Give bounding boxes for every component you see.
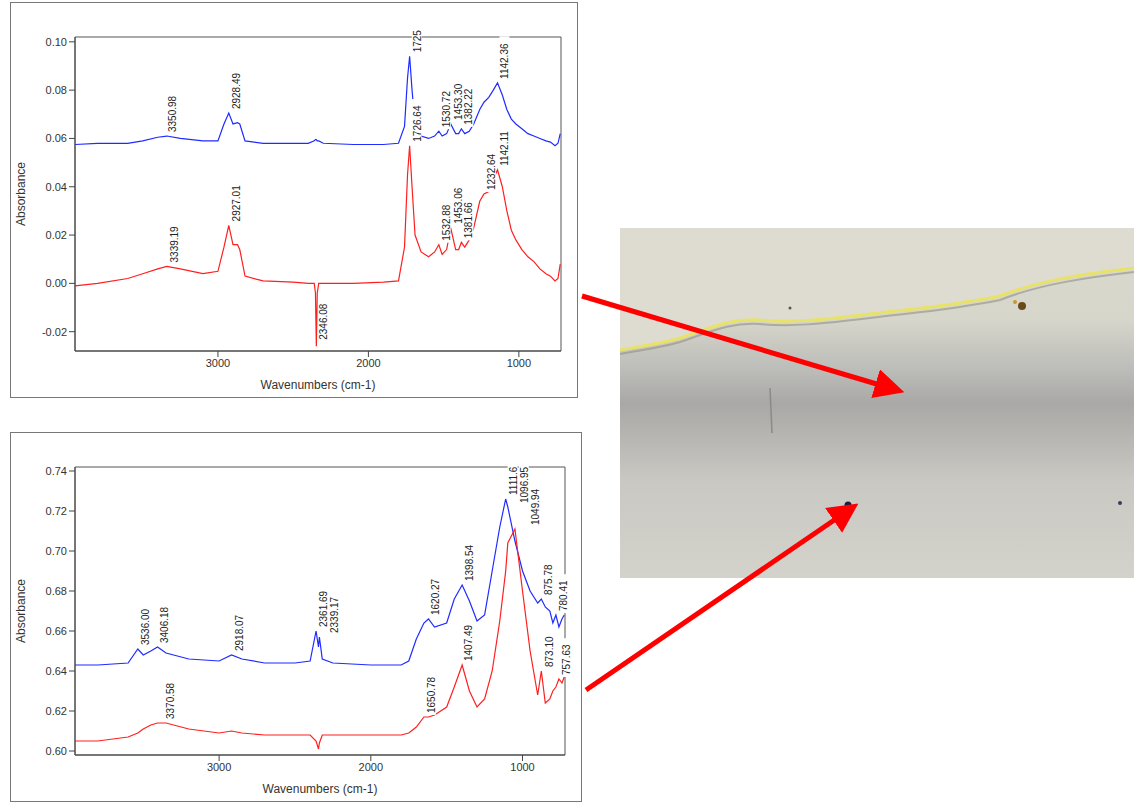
svg-text:1000: 1000 [510, 761, 534, 773]
svg-text:0.70: 0.70 [46, 545, 67, 557]
svg-text:1398.54: 1398.54 [464, 544, 475, 581]
svg-text:1232.64: 1232.64 [486, 153, 497, 190]
svg-text:1453.06: 1453.06 [453, 187, 464, 224]
svg-text:875.78: 875.78 [543, 564, 554, 595]
svg-text:1407.49: 1407.49 [463, 624, 474, 661]
svg-text:2927.01: 2927.01 [231, 185, 242, 222]
svg-text:3406.18: 3406.18 [159, 606, 170, 643]
svg-text:Absorbance: Absorbance [14, 579, 28, 643]
svg-text:0.66: 0.66 [46, 625, 67, 637]
svg-text:3339.19: 3339.19 [169, 226, 180, 263]
svg-text:0.08: 0.08 [46, 84, 67, 96]
svg-text:873.10: 873.10 [544, 636, 555, 667]
svg-text:2000: 2000 [356, 357, 380, 369]
svg-text:0.10: 0.10 [46, 36, 67, 48]
svg-text:1620.27: 1620.27 [430, 578, 441, 615]
svg-text:1382.22: 1382.22 [463, 88, 474, 125]
svg-text:0.74: 0.74 [46, 465, 67, 477]
svg-text:3000: 3000 [207, 761, 231, 773]
svg-text:0.72: 0.72 [46, 505, 67, 517]
svg-text:1142.11: 1142.11 [499, 131, 510, 166]
svg-text:0.04: 0.04 [46, 181, 67, 193]
svg-text:0.62: 0.62 [46, 705, 67, 717]
svg-text:2346.08: 2346.08 [318, 303, 329, 340]
svg-text:Absorbance: Absorbance [14, 162, 28, 226]
svg-text:1726.64: 1726.64 [412, 105, 423, 142]
svg-text:2339.17: 2339.17 [329, 596, 340, 633]
svg-text:0.60: 0.60 [46, 745, 67, 757]
svg-text:780.41: 780.41 [558, 580, 569, 611]
svg-text:0.68: 0.68 [46, 585, 67, 597]
svg-text:0.02: 0.02 [46, 229, 67, 241]
svg-text:Wavenumbers (cm-1): Wavenumbers (cm-1) [263, 782, 378, 796]
svg-text:-0.02: -0.02 [42, 326, 67, 338]
svg-text:1111.6: 1111.6 [508, 466, 519, 495]
svg-text:0.64: 0.64 [46, 665, 67, 677]
svg-text:3350.98: 3350.98 [167, 95, 178, 132]
svg-text:1142.36: 1142.36 [499, 43, 510, 79]
svg-text:1530.72: 1530.72 [441, 91, 452, 128]
svg-text:2000: 2000 [359, 761, 383, 773]
svg-text:2928.49: 2928.49 [231, 72, 242, 109]
svg-text:1453.30: 1453.30 [453, 83, 464, 120]
svg-text:3370.58: 3370.58 [165, 682, 176, 719]
svg-text:1532.88: 1532.88 [441, 204, 452, 241]
svg-text:1000: 1000 [507, 357, 531, 369]
svg-text:3000: 3000 [206, 357, 230, 369]
svg-text:0.06: 0.06 [46, 132, 67, 144]
svg-text:Wavenumbers (cm-1): Wavenumbers (cm-1) [261, 378, 376, 392]
svg-text:1725: 1725 [412, 30, 423, 53]
svg-text:2918.07: 2918.07 [234, 614, 245, 651]
svg-text:1650.78: 1650.78 [426, 676, 437, 713]
svg-text:0.00: 0.00 [46, 277, 67, 289]
svg-text:2361.69: 2361.69 [318, 590, 329, 627]
svg-text:1096.95: 1096.95 [519, 466, 530, 503]
svg-text:757.63: 757.63 [561, 644, 572, 675]
svg-text:1049.94: 1049.94 [530, 488, 541, 525]
svg-text:1381.66: 1381.66 [463, 202, 474, 239]
svg-text:3536.00: 3536.00 [140, 608, 151, 645]
